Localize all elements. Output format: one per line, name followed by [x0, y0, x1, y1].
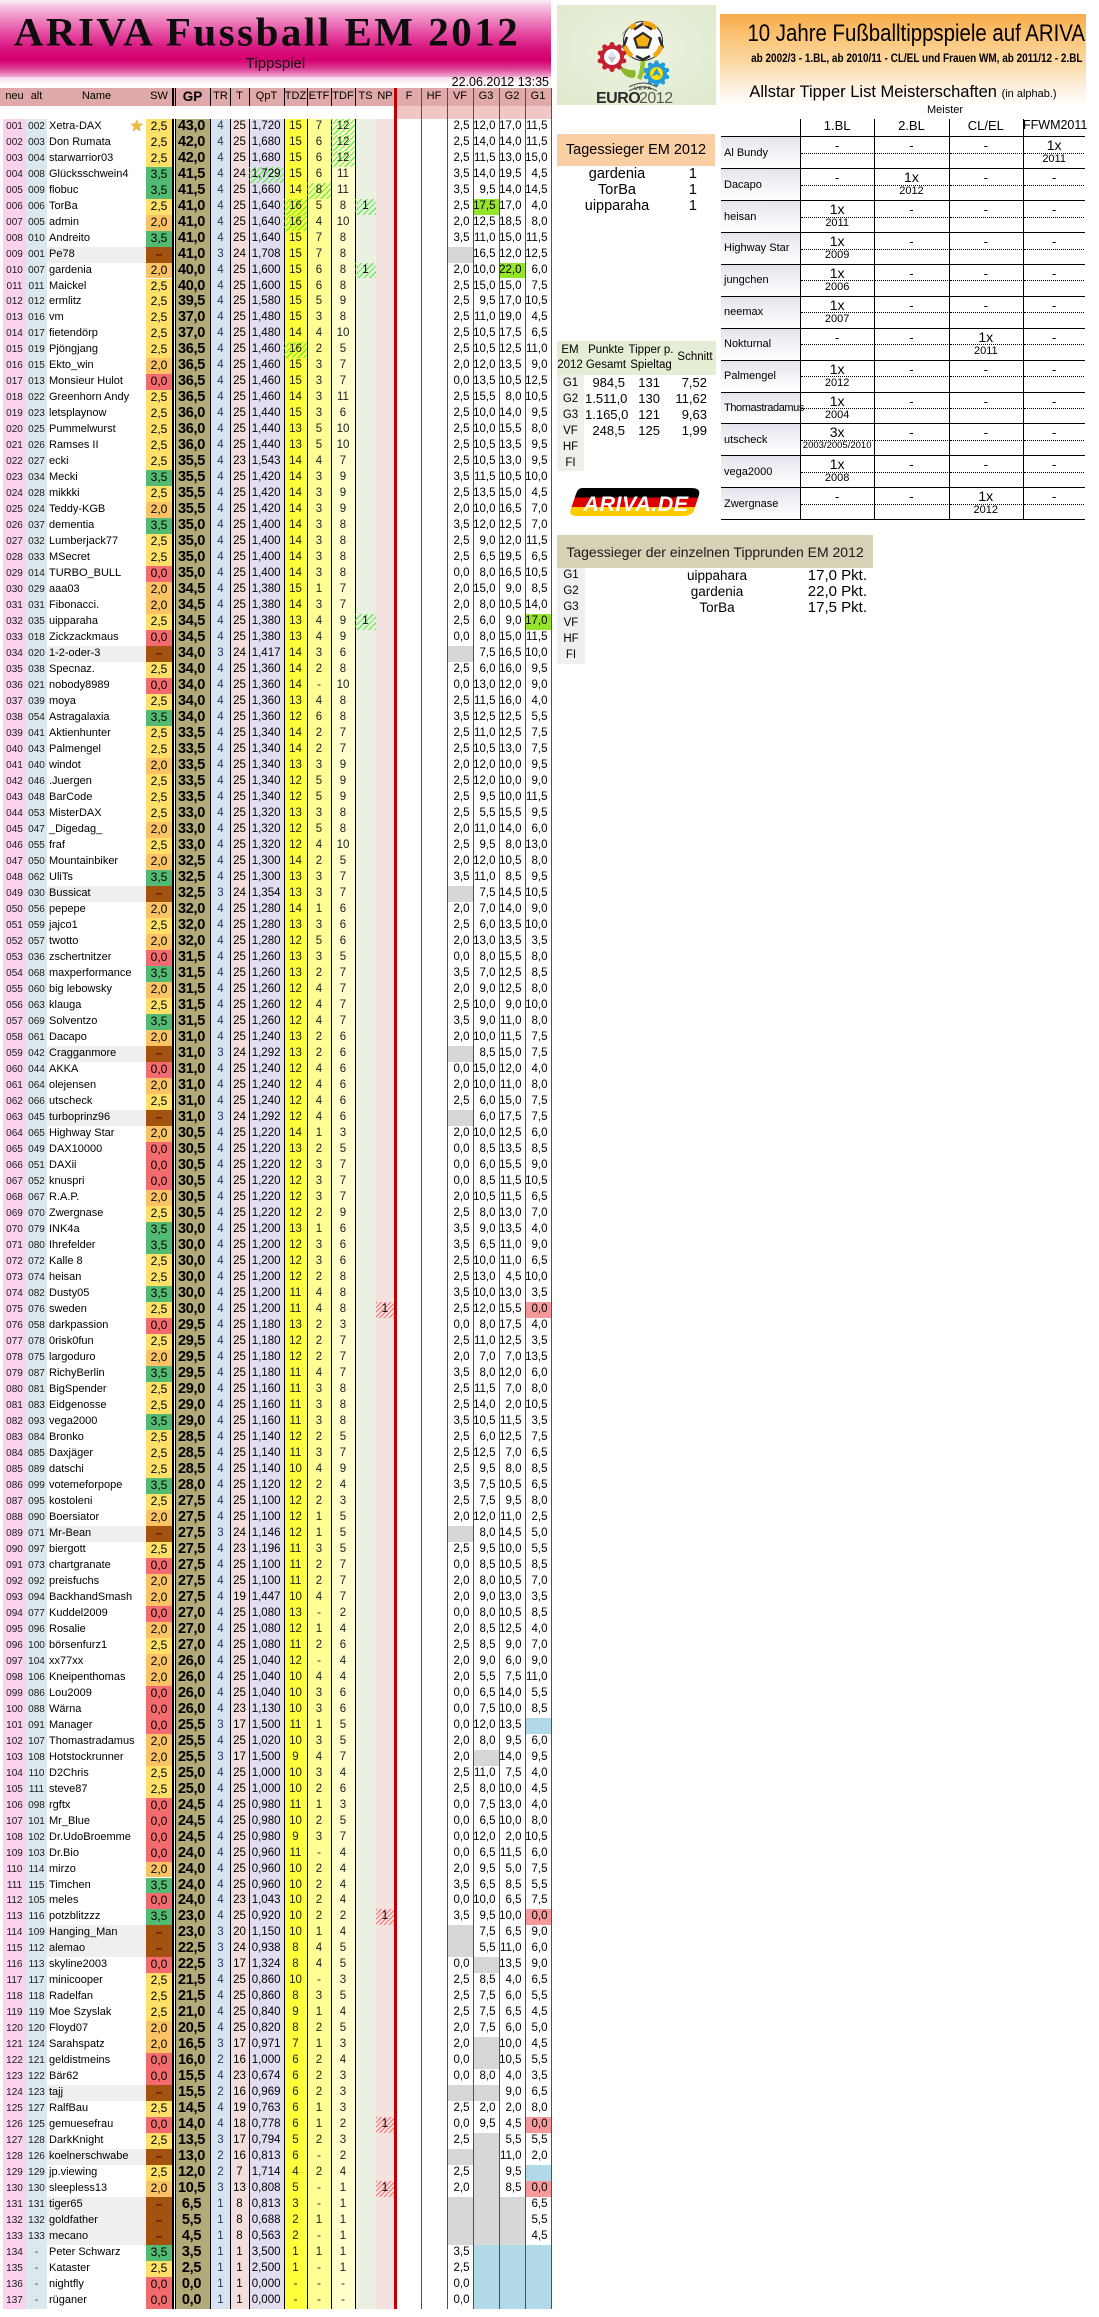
svg-text:2012: 2012	[639, 90, 673, 105]
svg-text:UEFA: UEFA	[634, 86, 652, 92]
svg-text:ARIVA.DE: ARIVA.DE	[582, 492, 688, 516]
svg-text:EURO: EURO	[596, 90, 640, 105]
